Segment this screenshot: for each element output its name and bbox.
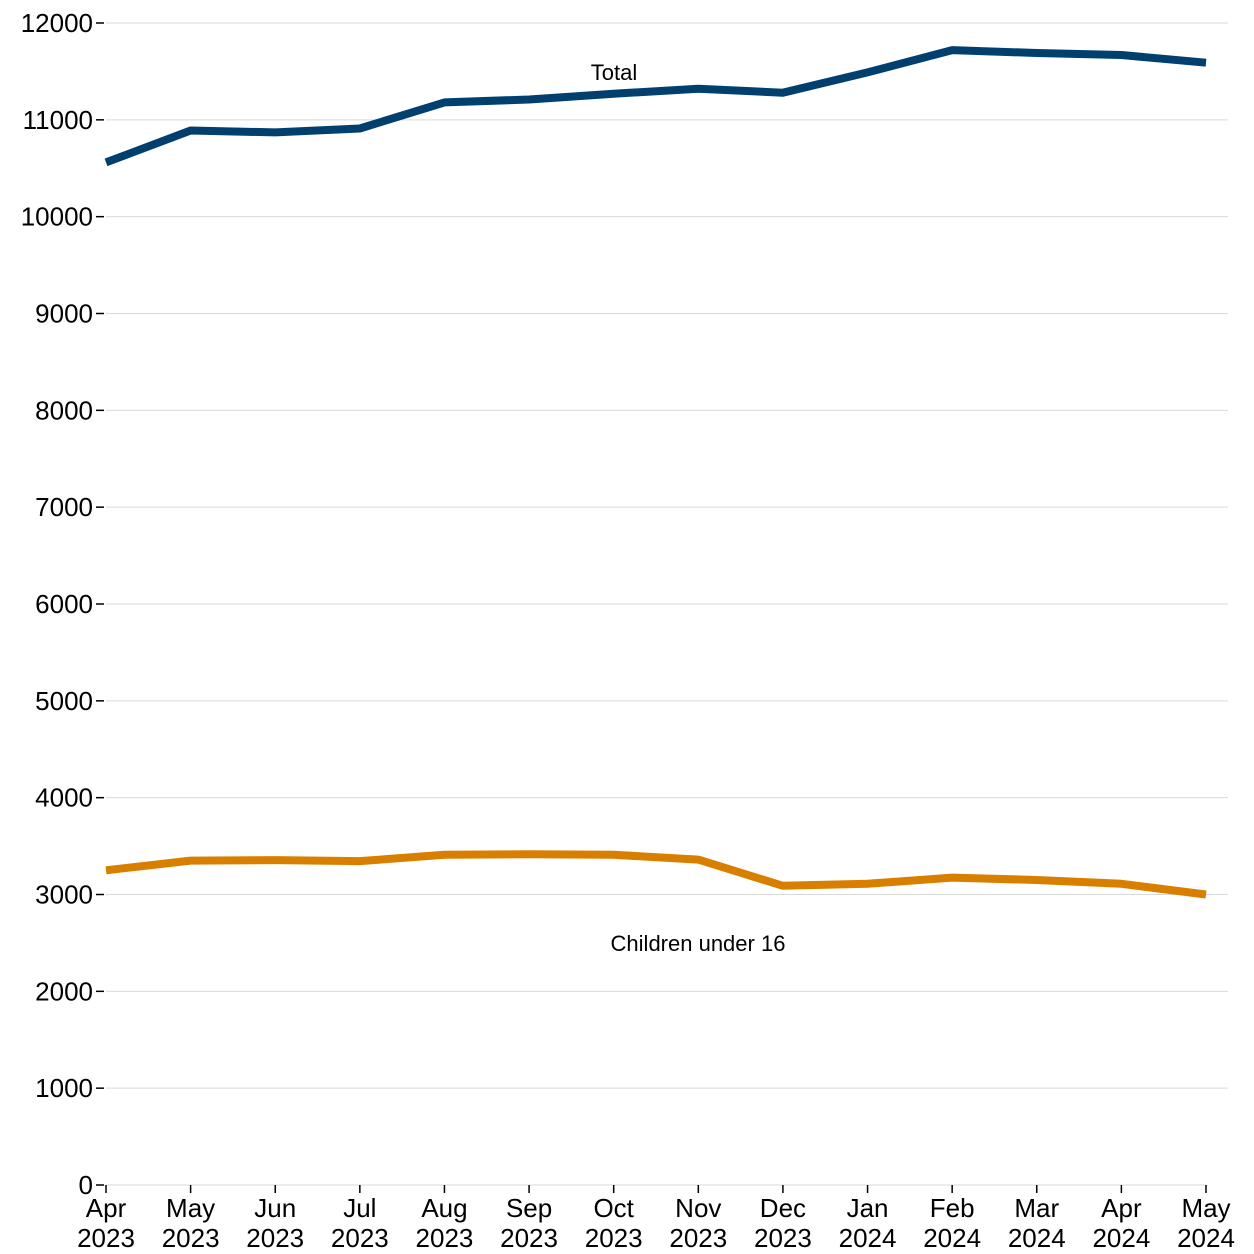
x-tick-label-month: Nov xyxy=(675,1193,721,1223)
y-tick-label: 2000 xyxy=(35,976,93,1006)
y-tick-label: 1000 xyxy=(35,1073,93,1103)
x-tick-label-month: Apr xyxy=(86,1193,127,1223)
x-tick-label-month: Oct xyxy=(593,1193,634,1223)
x-tick-label-month: Jun xyxy=(254,1193,296,1223)
y-tick-label: 9000 xyxy=(35,299,93,329)
x-tick-label-year: 2024 xyxy=(1008,1223,1066,1253)
x-tick-label-month: Jul xyxy=(343,1193,376,1223)
series-label-children-under-16: Children under 16 xyxy=(611,931,786,956)
y-tick-label: 12000 xyxy=(21,8,93,38)
x-tick-label-year: 2023 xyxy=(246,1223,304,1253)
x-tick-label-month: Feb xyxy=(930,1193,975,1223)
series-label-total: Total xyxy=(591,60,637,85)
series-line-total xyxy=(104,46,1207,167)
x-tick-label-month: Aug xyxy=(421,1193,467,1223)
x-tick-label-year: 2023 xyxy=(162,1223,220,1253)
y-tick-label: 3000 xyxy=(35,880,93,910)
x-tick-label-year: 2023 xyxy=(669,1223,727,1253)
x-tick-label-month: May xyxy=(166,1193,215,1223)
x-tick-label-month: Jan xyxy=(847,1193,889,1223)
x-tick-label-year: 2023 xyxy=(77,1223,135,1253)
x-tick-label-year: 2024 xyxy=(1177,1223,1235,1253)
x-tick-label-year: 2023 xyxy=(331,1223,389,1253)
series-layer xyxy=(104,46,1207,899)
x-tick-label-year: 2024 xyxy=(839,1223,897,1253)
x-tick-label-month: Apr xyxy=(1101,1193,1142,1223)
y-tick-label: 4000 xyxy=(35,783,93,813)
y-tick-label: 7000 xyxy=(35,492,93,522)
x-tick-label-year: 2023 xyxy=(585,1223,643,1253)
x-tick-label-month: Dec xyxy=(760,1193,806,1223)
y-tick-label: 11000 xyxy=(23,105,93,135)
label-layer: Total Children under 16 xyxy=(591,60,786,956)
x-tick-label-year: 2024 xyxy=(1092,1223,1150,1253)
axis-layer: 0 1000 2000 3000 4000 5000 6000 7000 8000 9000 100… xyxy=(21,8,1235,1253)
x-tick-label-year: 2023 xyxy=(754,1223,812,1253)
y-tick-label: 0 xyxy=(79,1170,93,1200)
series-line-children-under-16 xyxy=(105,850,1207,899)
grid-layer xyxy=(106,22,1228,1089)
x-tick-label-year: 2023 xyxy=(416,1223,474,1253)
x-tick-label-year: 2023 xyxy=(500,1223,558,1253)
y-tick-label: 10000 xyxy=(21,202,93,232)
x-tick-label-month: May xyxy=(1181,1193,1230,1223)
y-tick-label: 6000 xyxy=(35,589,93,619)
y-tick-label: 5000 xyxy=(35,686,93,716)
x-tick-label-month: Mar xyxy=(1014,1193,1059,1223)
x-tick-label-month: Sep xyxy=(506,1193,552,1223)
x-tick-label-year: 2024 xyxy=(923,1223,981,1253)
y-tick-label: 8000 xyxy=(35,395,93,425)
